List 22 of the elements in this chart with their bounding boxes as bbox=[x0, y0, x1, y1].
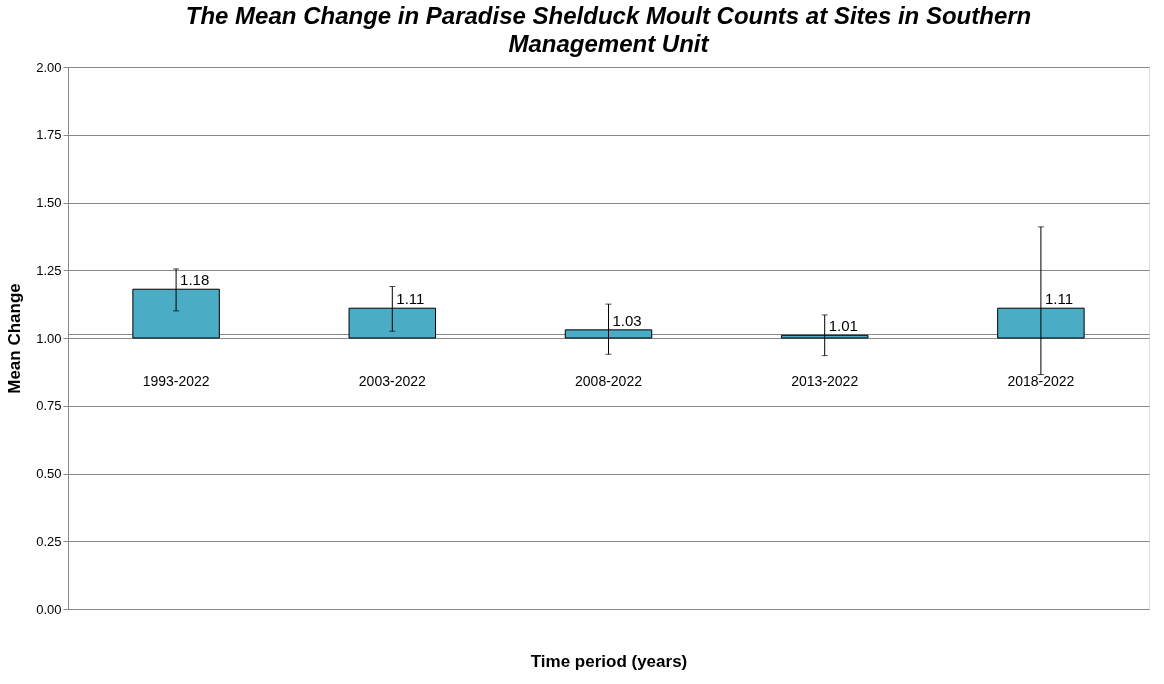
data-label: 1.18 bbox=[180, 271, 210, 289]
y-tick-label: 2.00 bbox=[36, 59, 62, 75]
x-tick-label: 2013-2022 bbox=[791, 372, 859, 389]
x-tick-label: 1993-2022 bbox=[142, 372, 210, 389]
data-label: 1.01 bbox=[828, 317, 858, 335]
chart-title: The Mean Change in Paradise Shelduck Moult Counts at Sites in Southern Management Unit bbox=[185, 2, 1032, 57]
y-tick-label: 0.75 bbox=[36, 398, 62, 414]
x-tick-label: 2018-2022 bbox=[1007, 372, 1075, 389]
y-tick-label: 1.25 bbox=[36, 262, 62, 278]
x-tick-label: 2003-2022 bbox=[358, 372, 426, 389]
y-tick-label: 0.50 bbox=[36, 466, 62, 481]
data-label: 1.03 bbox=[612, 311, 642, 329]
y-tick-label: 0.25 bbox=[36, 533, 62, 549]
data-label: 1.11 bbox=[1044, 290, 1073, 308]
y-tick-label: 1.50 bbox=[36, 195, 62, 210]
x-tick-label: 2008-2022 bbox=[575, 372, 643, 389]
y-tick-label: 0.00 bbox=[36, 601, 62, 617]
y-tick-label: 1.75 bbox=[36, 127, 62, 143]
data-label: 1.11 bbox=[396, 290, 425, 308]
x-axis-title: Time period (years) bbox=[530, 651, 688, 671]
y-axis-title: Mean Change bbox=[5, 283, 25, 394]
y-tick-label: 1.00 bbox=[36, 330, 62, 346]
